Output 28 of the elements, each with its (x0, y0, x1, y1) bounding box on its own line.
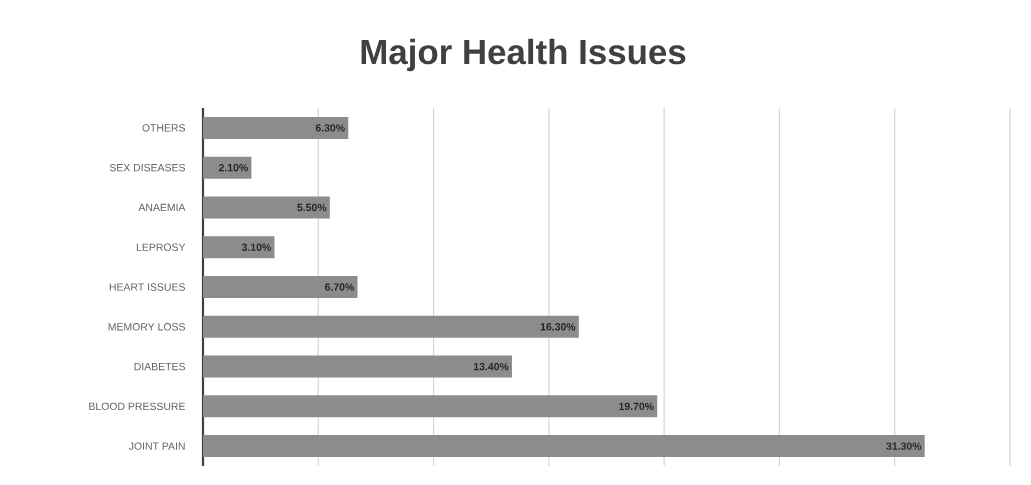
y-tick-label: SEX DISEASES (109, 163, 185, 172)
bar (203, 116, 349, 139)
y-tick-label: DIABETES (134, 362, 185, 371)
bar (203, 196, 330, 219)
data-label: 6.30% (315, 124, 345, 132)
y-tick-label: LEPROSY (136, 243, 186, 251)
data-label: 31.30% (886, 442, 922, 450)
data-label: 13.40% (473, 362, 509, 371)
y-tick-label: MEMORY LOSS (108, 323, 185, 331)
chart-title: Major Health Issues (361, 38, 686, 72)
data-label: 6.70% (325, 283, 354, 291)
data-label: 2.10% (218, 163, 248, 172)
bar (203, 276, 358, 299)
y-tick-label: HEART ISSUES (109, 283, 185, 291)
bar (203, 395, 658, 418)
data-label: 3.10% (241, 243, 271, 251)
y-tick-label: ANAEMIA (138, 203, 186, 212)
y-tick-label: BLOOD PRESSURE (89, 402, 186, 411)
data-label: 5.50% (297, 203, 327, 212)
bar (203, 315, 579, 338)
data-label: 19.70% (619, 402, 654, 411)
bar (203, 355, 512, 378)
y-tick-label: OTHERS (142, 124, 185, 132)
y-tick-label: JOINT PAIN (128, 442, 185, 450)
bar (203, 156, 252, 179)
bar (203, 236, 275, 259)
bar (203, 435, 925, 458)
data-label: 16.30% (540, 323, 576, 331)
